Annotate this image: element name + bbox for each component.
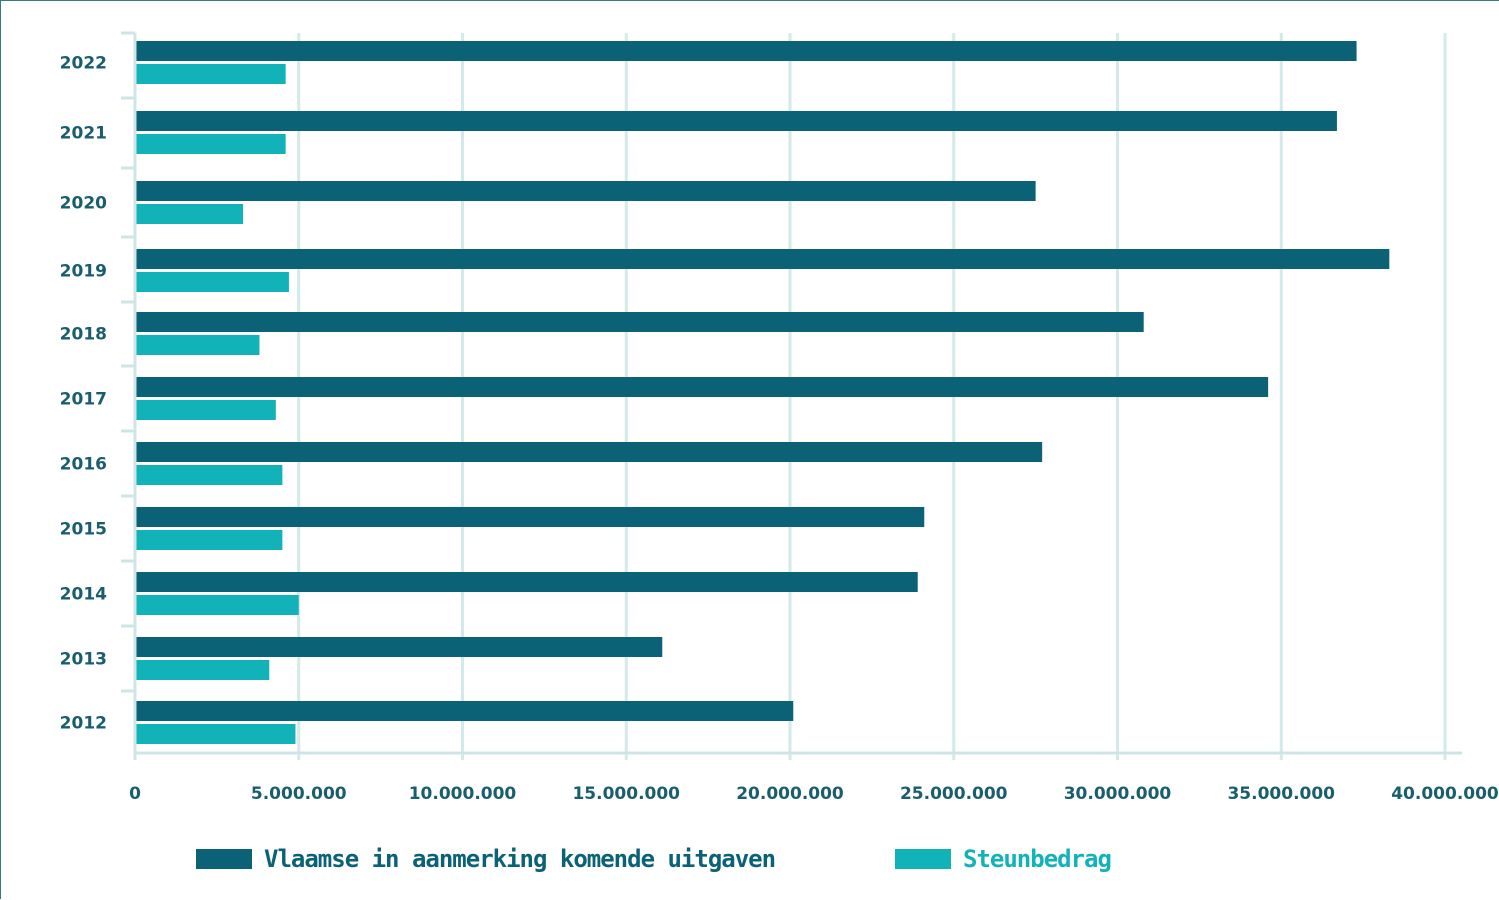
x-tick-label: 35.000.000 (1227, 784, 1335, 804)
bar-uitgaven-2018 (135, 312, 1144, 332)
y-tick-label-2021: 2021 (60, 124, 107, 144)
y-tick-label-2022: 2022 (60, 54, 107, 74)
y-tick-label-2019: 2019 (60, 262, 107, 282)
bar-uitgaven-2020 (135, 181, 1036, 201)
bar-steunbedrag-2015 (135, 530, 283, 550)
y-tick-label-2018: 2018 (60, 325, 107, 345)
x-tick-label: 40.000.000 (1391, 784, 1499, 804)
bar-steunbedrag-2022 (135, 64, 286, 84)
y-tick-label-2017: 2017 (60, 390, 107, 410)
bar-steunbedrag-2014 (135, 595, 299, 615)
legend-swatch-steunbedrag (895, 849, 951, 869)
y-tick-label-2012: 2012 (60, 714, 107, 734)
x-tick-label: 15.000.000 (572, 784, 680, 804)
bar-uitgaven-2016 (135, 442, 1043, 462)
bar-steunbedrag-2013 (135, 660, 270, 680)
bar-uitgaven-2012 (135, 701, 794, 721)
bar-steunbedrag-2018 (135, 335, 260, 355)
legend-item-uitgaven: Vlaamse in aanmerking komende uitgaven (196, 839, 776, 879)
legend-label-uitgaven: Vlaamse in aanmerking komende uitgaven (264, 845, 776, 873)
legend-label-steunbedrag: Steunbedrag (963, 845, 1112, 873)
bar-uitgaven-2022 (135, 41, 1357, 61)
y-tick-label-2016: 2016 (60, 455, 107, 475)
bar-uitgaven-2013 (135, 637, 663, 657)
y-tick-label-2015: 2015 (60, 520, 107, 540)
bar-uitgaven-2014 (135, 572, 918, 592)
x-tick-label: 25.000.000 (900, 784, 1008, 804)
bar-steunbedrag-2012 (135, 724, 296, 744)
x-tick-label: 10.000.000 (409, 784, 517, 804)
axes (121, 31, 1462, 760)
bar-steunbedrag-2021 (135, 134, 286, 154)
legend-swatch-uitgaven (196, 849, 252, 869)
bar-uitgaven-2015 (135, 507, 925, 527)
bar-uitgaven-2019 (135, 249, 1390, 269)
x-tick-label: 30.000.000 (1064, 784, 1172, 804)
y-tick-label-2014: 2014 (60, 585, 107, 605)
bar-steunbedrag-2020 (135, 204, 244, 224)
x-tick-label: 0 (129, 784, 141, 804)
y-tick-label-2013: 2013 (60, 650, 107, 670)
x-tick-label: 20.000.000 (736, 784, 844, 804)
tick-labels: 2022 2021 2020 2019 2018 2017 2016 2015 2014 2013… (60, 54, 1499, 805)
bar-uitgaven-2021 (135, 111, 1337, 131)
legend-item-steunbedrag: Steunbedrag (895, 839, 1112, 879)
bar-steunbedrag-2019 (135, 272, 289, 292)
y-tick-label-2020: 2020 (60, 194, 107, 214)
bar-uitgaven-2017 (135, 377, 1269, 397)
bars (135, 41, 1390, 744)
bar-steunbedrag-2016 (135, 465, 283, 485)
x-tick-label: 5.000.000 (251, 784, 347, 804)
bar-steunbedrag-2017 (135, 400, 276, 420)
